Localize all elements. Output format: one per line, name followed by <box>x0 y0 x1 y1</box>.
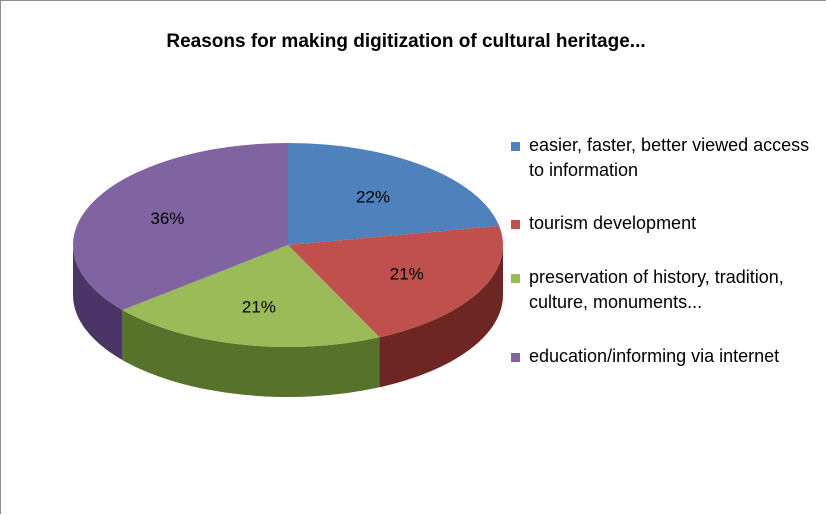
pie-slice-preservation <box>122 245 380 347</box>
legend-item-education: education/informing via internet <box>511 344 823 369</box>
pie-slices <box>72 143 503 347</box>
pie-slice-access <box>288 143 500 245</box>
legend-item-preservation: preservation of history, tradition, cult… <box>511 265 823 319</box>
pie-slice-education <box>72 143 288 311</box>
data-label-preservation: 21% <box>242 298 276 317</box>
pie-sides <box>73 245 503 397</box>
legend-swatch-tourism <box>511 220 520 229</box>
legend: easier, faster, better viewed access to … <box>511 133 823 369</box>
data-label-access: 22% <box>356 187 390 206</box>
legend-label-education: education/informing via internet <box>529 346 780 366</box>
legend-label-access: easier, faster, better viewed access to … <box>529 135 810 180</box>
pie-slice-tourism <box>288 225 503 338</box>
pie-side-education <box>73 245 123 361</box>
pie-side-preservation <box>122 310 380 397</box>
legend-item-access: easier, faster, better viewed access to … <box>511 133 823 187</box>
data-label-education: 36% <box>150 209 184 228</box>
legend-item-tourism: tourism development <box>511 211 823 265</box>
legend-swatch-preservation <box>511 274 520 283</box>
legend-label-tourism: tourism development <box>529 213 697 233</box>
legend-swatch-access <box>511 142 520 151</box>
pie-data-labels: 22% 21% 21% 36% <box>150 187 423 316</box>
legend-label-preservation: preservation of history, tradition, cult… <box>529 267 784 312</box>
chart-title: Reasons for making digitization of cultu… <box>166 31 646 52</box>
pie-side-tourism <box>379 245 503 388</box>
data-label-tourism: 21% <box>390 265 424 284</box>
legend-swatch-education <box>511 353 520 362</box>
